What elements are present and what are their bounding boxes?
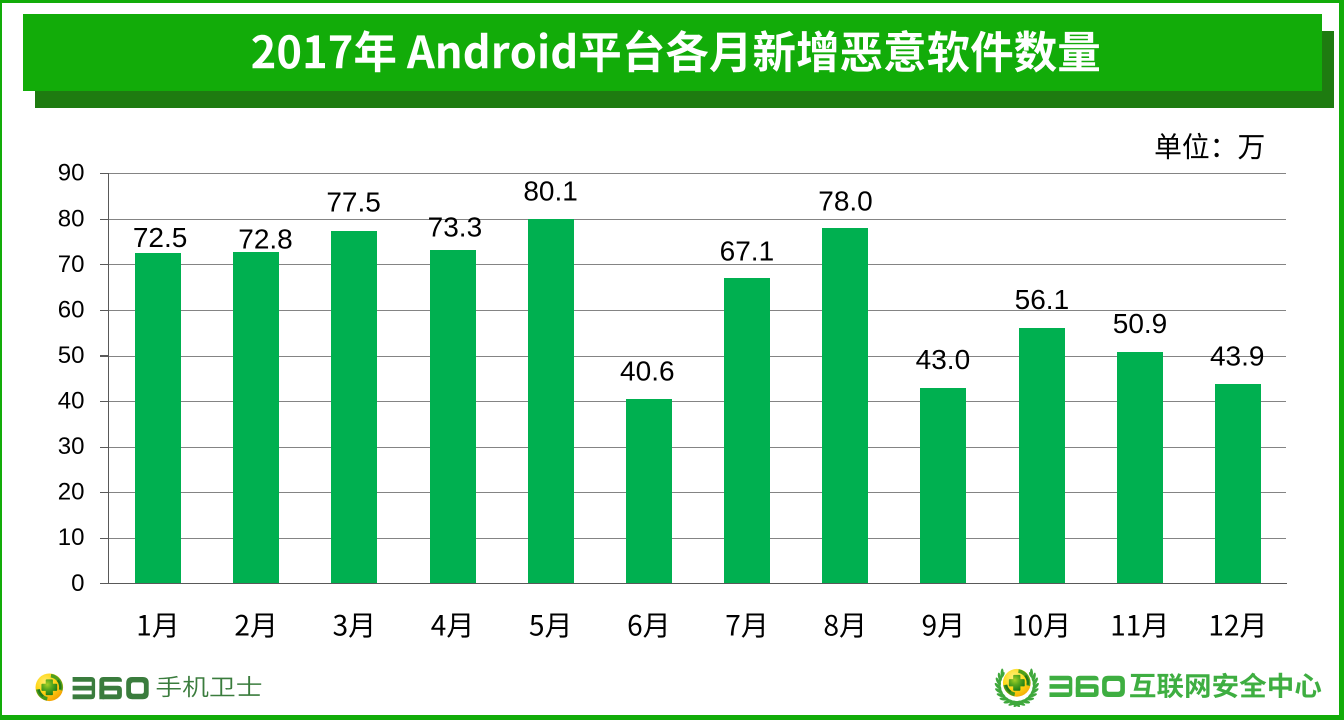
svg-text:70: 70 [58, 251, 85, 278]
svg-text:40.6: 40.6 [620, 355, 675, 386]
svg-text:0: 0 [71, 570, 84, 597]
svg-text:77.5: 77.5 [326, 187, 381, 218]
svg-text:90: 90 [58, 160, 85, 187]
svg-text:50: 50 [58, 342, 85, 369]
svg-text:80.1: 80.1 [523, 175, 578, 206]
svg-text:50.9: 50.9 [1113, 308, 1168, 339]
svg-text:43.0: 43.0 [916, 344, 971, 375]
svg-text:10: 10 [58, 524, 85, 551]
svg-text:72.5: 72.5 [133, 222, 188, 253]
svg-text:20: 20 [58, 479, 85, 506]
svg-text:73.3: 73.3 [428, 212, 483, 243]
svg-text:43.9: 43.9 [1210, 340, 1265, 371]
svg-text:56.1: 56.1 [1015, 284, 1070, 315]
svg-text:40: 40 [58, 388, 85, 415]
svg-text:80: 80 [58, 205, 85, 232]
svg-text:67.1: 67.1 [720, 235, 775, 266]
svg-text:60: 60 [58, 296, 85, 323]
svg-text:78.0: 78.0 [818, 185, 873, 216]
svg-text:30: 30 [58, 433, 85, 460]
svg-text:72.8: 72.8 [238, 224, 293, 255]
